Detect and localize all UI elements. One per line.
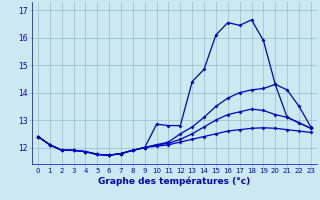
X-axis label: Graphe des températures (°c): Graphe des températures (°c)	[98, 177, 251, 186]
